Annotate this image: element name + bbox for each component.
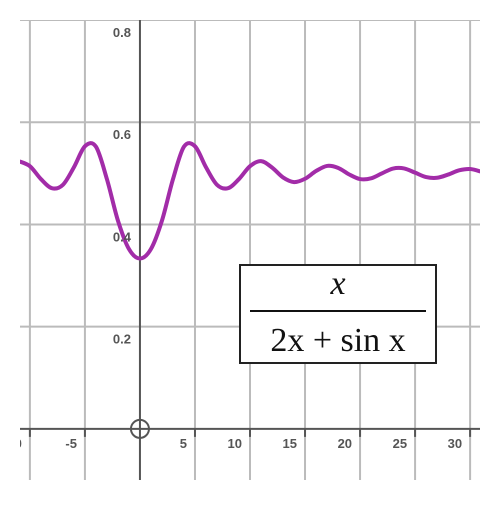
x-tick-label: 5 <box>180 436 187 451</box>
y-tick-label: 0.6 <box>113 127 131 142</box>
x-tick-label: 15 <box>283 436 297 451</box>
plot <box>20 141 480 261</box>
x-tick-label: 10 <box>228 436 242 451</box>
numerator: x <box>329 265 345 302</box>
curve <box>20 141 480 261</box>
x-tick-label: -5 <box>65 436 77 451</box>
x-tick-label: -10 <box>3 436 22 451</box>
denominator: 2x + sin x <box>270 322 405 359</box>
y-tick-label: 0.4 <box>113 229 132 244</box>
origin-marker <box>129 418 150 439</box>
x-tick-label: 30 <box>448 436 462 451</box>
y-tick-label: 0.8 <box>113 25 131 40</box>
labels: -10 -5 5 10 15 20 25 30 0.2 0.4 0.6 0.8 <box>3 25 462 451</box>
x-tick-label: 20 <box>338 436 352 451</box>
grid <box>20 20 480 480</box>
formula-box: x 2x + sin x <box>239 264 437 364</box>
y-tick-label: 0.2 <box>113 332 131 347</box>
formula-frame <box>239 264 437 364</box>
x-tick-label: 25 <box>393 436 407 451</box>
